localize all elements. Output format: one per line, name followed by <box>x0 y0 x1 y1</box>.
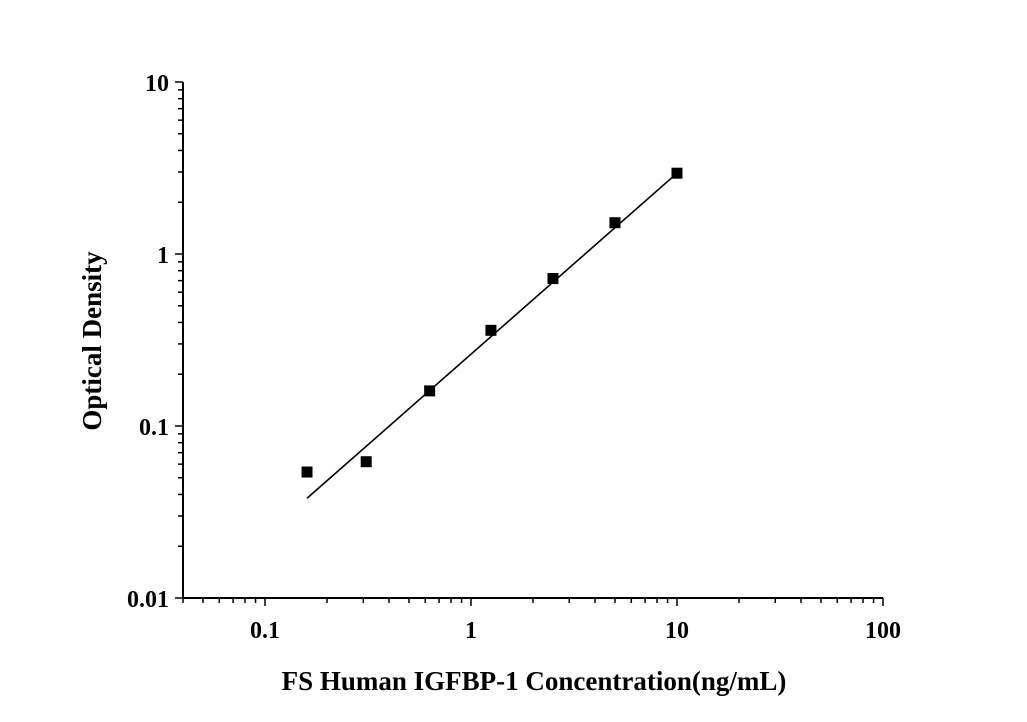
data-point <box>301 466 313 478</box>
x-tick-label: 100 <box>865 618 901 644</box>
data-points-layer <box>301 167 683 478</box>
x-tick-label: 1 <box>465 618 477 644</box>
x-tick-label: 0.1 <box>250 618 280 644</box>
data-point <box>671 167 683 179</box>
y-tick-label: 0.1 <box>139 415 169 441</box>
y-axis-title: Optical Density <box>77 251 107 431</box>
y-tick-label: 10 <box>145 71 169 97</box>
x-axis-title: FS Human IGFBP-1 Concentration(ng/mL) <box>282 666 787 696</box>
data-point <box>360 456 372 468</box>
data-point <box>547 273 559 285</box>
x-tick-label: 10 <box>665 618 689 644</box>
axes: 0.1 1 10 100 0.01 0.1 1 10 <box>127 71 901 644</box>
data-point <box>424 385 436 397</box>
y-tick-label: 1 <box>157 243 169 269</box>
data-point <box>485 324 497 336</box>
data-point <box>609 217 621 229</box>
y-tick-label: 0.01 <box>127 587 169 613</box>
